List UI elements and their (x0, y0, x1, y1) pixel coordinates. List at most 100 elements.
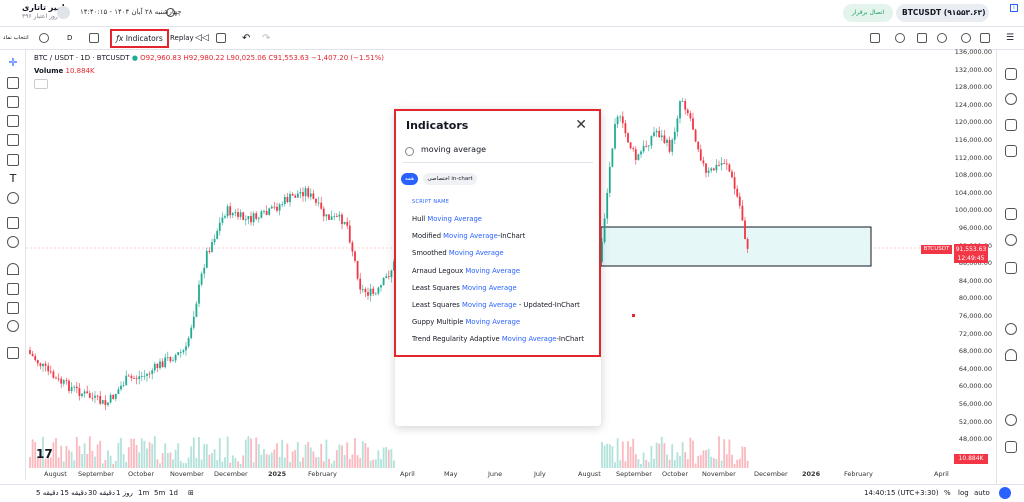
list-icon[interactable] (1005, 262, 1017, 274)
indicator-result-item[interactable]: Smoothed Moving Average (412, 249, 504, 257)
eye-icon[interactable] (7, 320, 19, 332)
indicators-button[interactable]: ƒx Indicators (110, 29, 169, 48)
indicator-result-item[interactable]: Modified Moving Average-InChart (412, 232, 525, 240)
interval-button[interactable]: D (67, 34, 73, 42)
fullscreen-icon[interactable] (917, 33, 927, 43)
bell-icon[interactable] (1005, 349, 1017, 361)
alerts-clock-icon[interactable] (1005, 93, 1017, 105)
connect-button[interactable]: اتصال برقرار (843, 4, 893, 22)
horizontal-lines-icon[interactable] (7, 96, 19, 108)
close-icon[interactable]: ✕ (575, 117, 587, 133)
volume-bar (736, 459, 739, 468)
search-input[interactable] (421, 145, 591, 154)
user-icon[interactable] (1005, 234, 1017, 246)
current-price: 91,553.63 (955, 246, 987, 253)
range-1d-fa[interactable]: 1 روز (116, 489, 133, 497)
trash-icon[interactable] (7, 347, 19, 359)
gear-icon[interactable] (1005, 323, 1017, 335)
add-symbol-icon[interactable] (39, 33, 49, 43)
range-30m[interactable]: 30 دقیقه (88, 489, 116, 497)
volume-bar (294, 450, 297, 468)
log-toggle[interactable]: log (958, 489, 969, 497)
pitchfork-icon[interactable] (7, 115, 19, 127)
settings-round-icon[interactable] (999, 487, 1011, 499)
zoom-icon[interactable] (895, 33, 905, 43)
wallet-icon[interactable] (1005, 208, 1017, 220)
price-axis[interactable]: 136,000.00 132,000.00 128,000.00 124,000.00… (946, 48, 996, 468)
candle-body (611, 148, 614, 167)
menu-icon[interactable]: ☰ (1006, 33, 1015, 43)
candle-style-icon[interactable] (89, 33, 99, 43)
candle-body (208, 250, 211, 252)
stay-drawing-icon[interactable] (7, 283, 19, 295)
cloud-upload-icon[interactable] (937, 33, 947, 43)
volume-bar (164, 443, 167, 468)
avatar[interactable] (57, 6, 70, 19)
layout-grid-icon[interactable] (216, 33, 226, 43)
ruler-icon[interactable] (7, 217, 19, 229)
volume-bar (62, 461, 65, 468)
redo-icon[interactable]: ↷ (262, 33, 271, 44)
volume-bar (120, 437, 122, 468)
volume-label: Volume (34, 67, 64, 75)
indicator-result-item[interactable]: Hull Moving Average (412, 215, 482, 223)
watchlist-icon[interactable] (1005, 68, 1017, 80)
replay-back-icon[interactable]: ◁◁ (195, 33, 209, 43)
magnet-icon[interactable] (7, 263, 19, 275)
symbol-pill[interactable]: BTCUSDT (۹۱۵۵۳.۶۳) (896, 4, 989, 22)
trendline-icon[interactable] (7, 77, 19, 89)
price-chart[interactable]: 17 (26, 50, 946, 468)
brush-icon[interactable] (7, 154, 19, 166)
text-tool-icon[interactable]: T (9, 172, 17, 185)
filter-chip-all[interactable]: همه (401, 173, 418, 185)
range-1m[interactable]: 1m (138, 489, 150, 497)
goto-date-icon[interactable]: ⊞ (188, 489, 194, 497)
candle-body (99, 396, 102, 404)
time-axis[interactable]: August September October November December 20… (26, 468, 949, 480)
undo-icon[interactable]: ↶ (242, 33, 251, 44)
indicator-result-item[interactable]: Guppy Multiple Moving Average (412, 318, 520, 326)
moon-icon[interactable] (1005, 414, 1017, 426)
calendar-icon[interactable] (1005, 119, 1017, 131)
candle-body (146, 373, 148, 376)
percent-toggle[interactable]: % (944, 489, 951, 497)
camera-icon[interactable] (980, 33, 990, 43)
data-window-icon[interactable] (1005, 145, 1017, 157)
indicator-result-item[interactable]: Trend Regularity Adaptive Moving Average… (412, 335, 584, 343)
legend-collapse-button[interactable] (34, 79, 48, 89)
replay-button[interactable]: Replay (170, 34, 194, 42)
indicator-result-item[interactable]: Least Squares Moving Average (412, 284, 517, 292)
candle-body (738, 196, 741, 206)
range-5m-en[interactable]: 5m (154, 489, 166, 497)
filter-chip-inchart[interactable]: اختصاصی in-chart (423, 173, 477, 185)
indicator-result-item[interactable]: Least Squares Moving Average - Updated-I… (412, 301, 580, 309)
auto-toggle[interactable]: auto (974, 489, 990, 497)
fib-icon[interactable] (7, 134, 19, 146)
chart-title[interactable]: BTC / USDT · 1D · BTCUSDT (34, 54, 130, 62)
range-1d[interactable]: 1d (169, 489, 178, 497)
emoji-icon[interactable] (7, 192, 19, 204)
price-tick: 112,000.00 (954, 153, 992, 162)
volume-bar (229, 462, 232, 468)
volume-bar (75, 436, 78, 468)
range-5m[interactable]: 5 دقیقه (36, 489, 59, 497)
candle-body (330, 216, 333, 220)
symbol-select-button[interactable]: انتخاب نماد (3, 35, 29, 41)
clock-time[interactable]: 14:40:15 (UTC+3:30) (864, 489, 939, 497)
rectangle-icon[interactable] (870, 33, 880, 43)
indicator-result-item[interactable]: Arnaud Legoux Moving Average (412, 267, 520, 275)
volume-bar (73, 460, 76, 468)
result-prefix: Modified (412, 232, 444, 241)
candle-body (629, 142, 632, 149)
help-icon[interactable] (1005, 441, 1017, 453)
candle-body (205, 250, 208, 268)
crosshair-icon[interactable]: ✛ (8, 56, 18, 69)
lock-icon[interactable] (7, 302, 19, 314)
user-info[interactable]: امیر تاتاری ۳۹۶ روز اعتبار (22, 3, 65, 20)
fx-icon: ƒx (116, 34, 126, 43)
ad-info-icon[interactable]: i (1010, 4, 1018, 12)
zoom-in-icon[interactable] (7, 236, 19, 248)
settings-icon[interactable] (961, 33, 971, 43)
candle-body (304, 188, 307, 197)
range-15m[interactable]: 15 دقیقه (60, 489, 88, 497)
